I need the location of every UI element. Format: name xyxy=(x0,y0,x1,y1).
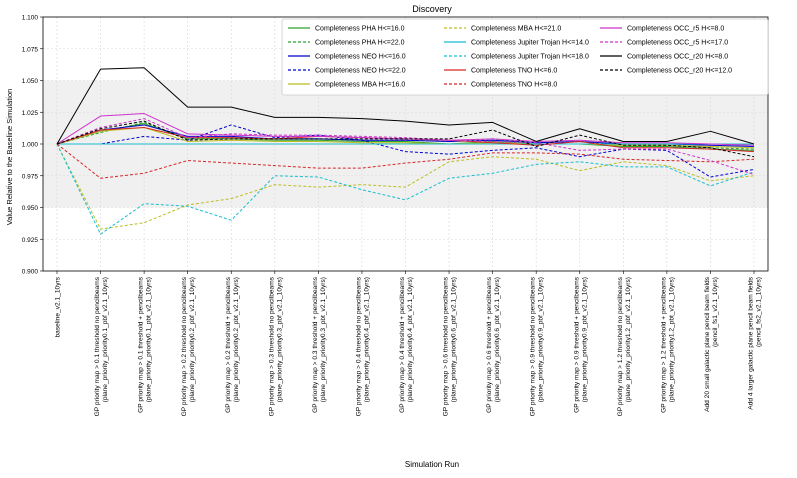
x-tick-label: GP priority map > 0.6 threshold + pencil… xyxy=(486,276,501,413)
x-tick-label: GP priority map > 0.6 threshold no penci… xyxy=(443,276,458,416)
legend-label: Completeness Jupiter Trojan H<=18.0 xyxy=(471,54,589,61)
series-line xyxy=(57,124,755,178)
y-tick-label: 1.025 xyxy=(22,110,39,117)
x-tick-label: Add 20 small galactic plane pencil beam … xyxy=(704,276,719,412)
x-tick-label: GP priority map > 0.2 threshold + pencil… xyxy=(225,276,240,413)
series-line xyxy=(56,67,755,145)
legend-label: Completeness PHA H<=22.0 xyxy=(315,40,405,47)
legend-label: Completeness OCC_r5 H<=8.0 xyxy=(627,26,724,33)
x-tick-label: GP priority map > 0.9 threshold no penci… xyxy=(530,276,545,416)
series-line xyxy=(56,143,755,230)
x-tick-label: GP priority map > 0.4 threshold + pencil… xyxy=(399,276,414,413)
legend-label: Completeness MBA H<=16.0 xyxy=(315,82,405,89)
legend: Completeness PHA H<=16.0 Completeness PHA… xyxy=(281,18,769,96)
y-axis-label: Value Relative to the Baseline Simulatio… xyxy=(5,89,14,226)
x-tick-label: GP priority map > 0.3 threshold + pencil… xyxy=(312,276,327,413)
x-tick-label: GP priority map > 1.2 threshold no penci… xyxy=(617,276,632,416)
x-tick-label: GP priority map > 1.2 threshold + pencil… xyxy=(660,276,675,413)
x-tick-label: GP priority map > 0.9 threshold + pencil… xyxy=(573,276,588,413)
y-tick-label: 0.975 xyxy=(22,173,39,180)
legend-label: Completeness OCC_r20 H<=12.0 xyxy=(627,68,732,75)
series-line xyxy=(56,120,755,158)
chart-title: Discovery xyxy=(412,4,452,14)
x-tick-label: GP priority map > 0.1 threshold no penci… xyxy=(94,276,109,416)
y-tick-label: 0.925 xyxy=(22,237,39,244)
series-line xyxy=(56,143,755,235)
x-tick-label: GP priority map > 0.3 threshold no penci… xyxy=(268,276,283,416)
legend-box xyxy=(281,18,769,96)
y-tick-label: 0.900 xyxy=(22,269,39,276)
legend-label: Completeness MBA H<=21.0 xyxy=(471,26,561,33)
plot-frame xyxy=(42,16,769,272)
legend-label: Completeness TNO H<=8.0 xyxy=(471,82,557,89)
y-tick-label: 0.950 xyxy=(22,205,39,212)
x-axis-label: Simulation Run xyxy=(405,460,459,469)
series-line xyxy=(56,143,755,179)
legend-label: Completeness NEO H<=16.0 xyxy=(315,54,406,61)
legend-label: Completeness PHA H<=16.0 xyxy=(315,26,405,33)
y-tick-label: 1.000 xyxy=(22,142,39,149)
x-tick-label: GP priority map > 0.1 threshold + pencil… xyxy=(138,276,153,413)
legend-label: Completeness Jupiter Trojan H<=14.0 xyxy=(471,40,589,47)
y-tick-label: 1.075 xyxy=(22,46,39,53)
y-tick-label: 1.050 xyxy=(22,78,39,85)
legend-label: Completeness TNO H<=6.0 xyxy=(471,68,557,75)
series-line xyxy=(56,126,755,149)
x-tick-label: Add 4 larger galactic plane pencil beam … xyxy=(748,276,763,409)
legend-label: Completeness OCC_r20 H<=8.0 xyxy=(627,54,728,61)
x-tick-label: GP priority map > 0.4 threshold no penci… xyxy=(355,276,370,416)
y-tick-label: 1.100 xyxy=(22,15,39,22)
legend-label: Completeness NEO H<=22.0 xyxy=(315,68,406,75)
x-tick-label: GP priority map > 0.2 threshold no penci… xyxy=(181,276,196,416)
series-line xyxy=(56,118,755,175)
legend-label: Completeness OCC_r5 H<=17.0 xyxy=(627,40,728,47)
plot-area: 0.900 0.925 0.950 0.975 1.000 1.025 1.050 1.075… xyxy=(22,15,769,416)
x-tick-label: baseline_v2.1_10yrs xyxy=(55,276,62,337)
